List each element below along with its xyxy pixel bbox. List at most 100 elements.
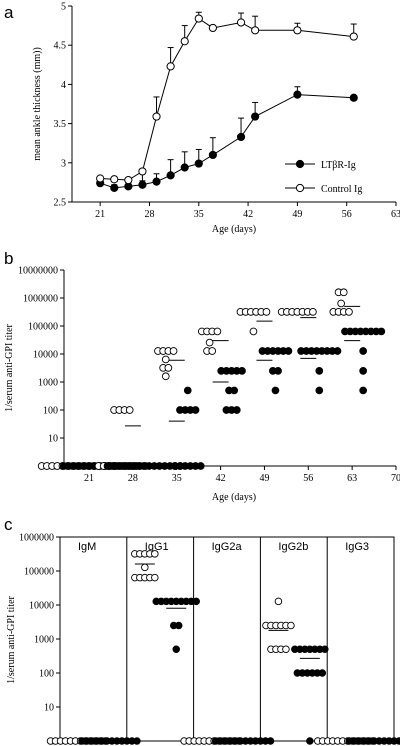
panel-b-point-ltbr: [271, 386, 280, 395]
legend-marker-control: [295, 183, 305, 193]
panel-a-point-ltbr: [293, 90, 302, 99]
panel-c-point-ltbr: [318, 669, 327, 677]
panel-a-x-tick-label: 63: [391, 209, 400, 220]
panel-a-line-chart: 21 28 35 42 49 56 63 2.5 3 3.5 4 4.5 5 Age (days) me…: [32, 2, 400, 236]
panel-b-point-control: [164, 364, 173, 372]
panel-a-y-tick-label: 5: [61, 2, 66, 13]
panel-b-point-control: [339, 288, 348, 297]
panel-a-point-ltbr: [349, 93, 358, 102]
panel-c-isotype-label: IgG2a: [212, 541, 243, 553]
panel-c-y-tick-label: 1000000: [19, 533, 54, 544]
panel-label-a: a: [4, 3, 14, 22]
panel-c-point-ltbr: [306, 737, 314, 745]
panel-c-point-control: [151, 573, 159, 582]
panel-c-point-control: [287, 621, 295, 630]
panel-b-y-tick-label: 1000: [38, 378, 58, 389]
panel-c-point-control: [282, 645, 290, 653]
panel-a-point-ltbr: [152, 177, 161, 186]
panel-c-point-ltbr: [192, 597, 200, 606]
panel-label-c: c: [4, 515, 13, 534]
panel-a-point-ltbr: [180, 163, 189, 172]
panel-b-x-tick-label: 21: [84, 473, 94, 484]
panel-b-x-tick-label: 42: [216, 473, 226, 484]
panel-a-point-ltbr: [236, 132, 246, 142]
panel-a-point-control: [194, 14, 203, 23]
panel-c-frame: [59, 536, 395, 742]
panel-c-point-ltbr: [172, 645, 180, 653]
panel-b-y-tick-label: 10: [48, 434, 58, 445]
panel-c-point-ltbr: [133, 737, 141, 745]
panel-b-point-ltbr: [238, 367, 246, 375]
panel-a-x-axis-title: Age (days): [212, 224, 256, 235]
panel-c-isotype-label: IgG1: [145, 541, 169, 553]
panel-c-y-tick-label: 100000: [24, 567, 54, 578]
panel-c-point-control: [141, 563, 149, 572]
panel-b-point-ltbr: [315, 367, 324, 375]
panel-c-y-tick-label: 1000: [34, 635, 54, 646]
panel-c-point-control: [151, 550, 159, 558]
panel-c-point-ltbr: [395, 737, 400, 745]
legend-label-ltbr: LTβR-Ig: [321, 160, 356, 171]
panel-b-point-control: [337, 299, 346, 308]
panel-a-x-tick-label: 21: [95, 209, 105, 220]
panel-b-y-tick-label: 10000: [33, 350, 58, 361]
panel-b-x-tick-label: 35: [172, 473, 182, 484]
panel-c-point-ltbr: [266, 737, 275, 745]
panel-b-point-control: [249, 327, 258, 336]
panel-b-y-tick-label: 10000000: [18, 266, 58, 277]
panel-c-isotype-chart: 1101001000100001000001000000 IgMIgG1IgG2…: [6, 533, 400, 746]
panel-a-point-control: [180, 37, 189, 46]
panel-c-y-axis-title: 1/serum anti-GPI titer: [6, 595, 17, 683]
panel-b-y-tick-label: 1000000: [23, 294, 58, 305]
panel-b-point-control: [345, 308, 353, 316]
panel-b-point-ltbr: [315, 386, 324, 395]
panel-b-point-ltbr: [274, 367, 282, 375]
panel-b-point-ltbr: [191, 406, 200, 414]
panel-a-x-tick-label: 28: [144, 209, 154, 220]
panel-a-y-tick-label: 3: [61, 158, 66, 169]
panel-b-point-ltbr: [359, 386, 368, 395]
panel-b-point-ltbr: [359, 367, 368, 375]
panel-b-point-control: [262, 308, 271, 316]
panel-b-x-tick-label: 28: [128, 473, 138, 484]
panel-b-y-axis-title: 1/serum anti-GPI titer: [4, 323, 15, 411]
panel-a-point-control: [208, 23, 217, 33]
panel-b-point-ltbr: [284, 347, 293, 355]
legend-marker-ltbr: [295, 159, 305, 169]
panel-b-point-control: [213, 327, 222, 336]
panel-b-point-ltbr: [230, 386, 239, 395]
panel-b-point-control: [205, 338, 214, 347]
panel-c-point-control: [274, 597, 283, 606]
panel-b-point-ltbr: [333, 347, 342, 355]
panel-b-x-tick-label: 56: [303, 473, 313, 484]
panel-c-y-tick-label: 10: [44, 703, 54, 714]
panel-a-point-control: [110, 175, 119, 184]
panel-b-point-ltbr: [377, 327, 386, 336]
panel-b-y-tick-label: 100: [43, 406, 58, 417]
panel-a-y-tick-label: 4: [61, 80, 66, 91]
panel-a-y-tick-label: 3.5: [54, 119, 67, 130]
panel-a-point-ltbr: [166, 171, 175, 180]
panel-b-point-control: [169, 347, 178, 355]
panel-a-x-tick-label: 42: [243, 209, 253, 220]
panel-c-isotype-label: IgG3: [345, 541, 369, 553]
panel-b-point-ltbr: [359, 347, 368, 355]
panel-b-x-tick-label: 70: [391, 473, 400, 484]
panel-b-point-control: [161, 355, 170, 364]
panel-a-x-tick-label: 35: [194, 209, 204, 220]
panel-c-point-ltbr: [174, 621, 183, 630]
panel-c-y-tick-label: 10000: [29, 601, 54, 612]
panel-a-point-control: [138, 167, 147, 176]
panel-a-legend: LTβR-Ig Control Ig: [285, 159, 362, 195]
panel-a-point-ltbr: [208, 150, 217, 160]
panel-label-b: b: [4, 249, 13, 268]
panel-a-point-control: [251, 26, 260, 35]
panel-b-point-control: [161, 372, 170, 381]
panel-b-point-ltbr: [183, 386, 192, 395]
panel-b-point-control: [309, 308, 317, 316]
panel-b-point-control: [125, 406, 134, 414]
panel-a-point-control: [96, 174, 105, 183]
panel-a-point-control: [349, 32, 358, 41]
panel-a-point-control: [166, 62, 175, 71]
panel-b-x-axis-title: Age (days): [212, 492, 256, 503]
